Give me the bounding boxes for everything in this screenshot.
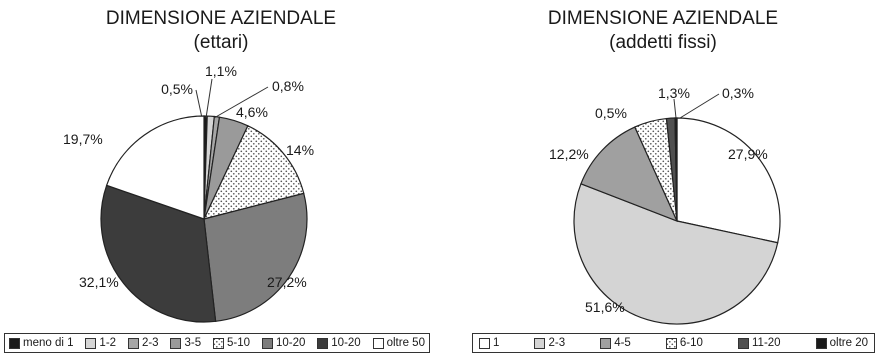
legend-item: 2-3 — [127, 337, 159, 349]
legend-swatch — [372, 337, 384, 349]
pie-addetti: 27,9% 51,6% 12,2% 0,5% 1,3% 0,3% — [549, 85, 781, 325]
pie-chart-ettari: DIMENSIONE AZIENDALE (ettari) 0,5% 1,1% 0,… — [4, 8, 430, 353]
pie-slice — [105, 115, 205, 220]
legend-swatch — [9, 337, 20, 349]
slice-label: 1,1% — [205, 63, 237, 79]
leader-line — [205, 78, 213, 119]
legend-item: 6-10 — [665, 337, 703, 349]
legend-label: 5-10 — [227, 337, 251, 349]
chart-title: DIMENSIONE AZIENDALE — [547, 8, 779, 29]
legend-label: meno di 1 — [23, 337, 74, 349]
legend-label: 1 — [493, 337, 500, 349]
legend-swatch — [665, 337, 677, 349]
legend-item: 11-20 — [738, 337, 781, 349]
legend-label: 4-5 — [614, 337, 631, 349]
pie-slice — [100, 184, 217, 323]
legend-swatch — [815, 337, 827, 349]
legend-item: 10-20 — [261, 337, 306, 349]
slice-label: 0,5% — [161, 81, 193, 97]
legend-swatch — [738, 337, 749, 349]
legend-label: oltre 20 — [829, 337, 868, 349]
legend-swatch — [170, 337, 182, 349]
chart-subtitle: (addetti fissi) — [609, 32, 717, 53]
legend-item: 2-3 — [534, 337, 565, 349]
chart-title: DIMENSIONE AZIENDALE — [105, 8, 337, 29]
pie-slice — [573, 183, 779, 325]
legend-item: 4-5 — [600, 337, 631, 349]
legend: meno di 1 1-2 2-3 3-5 5-10 10-20 10-20 oltre 50 — [4, 333, 430, 353]
slice-label: 14% — [286, 142, 314, 158]
slice-label: 12,2% — [549, 146, 589, 162]
pie-ettari: 0,5% 1,1% 0,8%4,6% 14% 27,2% 32,1% 19,7% — [63, 63, 314, 323]
legend-item: meno di 1 — [9, 337, 74, 349]
legend-label: oltre 50 — [386, 337, 425, 349]
legend-swatch — [600, 337, 612, 349]
legend-item: 1-2 — [85, 337, 116, 349]
legend-swatch — [213, 337, 225, 349]
slice-label: 1,3% — [658, 85, 690, 101]
legend-label: 2-3 — [548, 337, 566, 349]
legend-item: oltre 20 — [815, 337, 868, 349]
slice-label: 32,1% — [79, 274, 119, 290]
legend-swatch — [261, 337, 273, 349]
legend-label: 1-2 — [99, 337, 117, 349]
slice-label: 51,6% — [585, 299, 625, 315]
slice-label: 4,6% — [236, 104, 268, 120]
slice-label: 0,8% — [272, 78, 304, 94]
legend-label: 10-20 — [331, 337, 361, 349]
leader-line — [195, 89, 203, 119]
legend-swatch — [534, 337, 546, 349]
legend-label: 10-20 — [275, 337, 306, 349]
slice-label: 27,2% — [267, 274, 307, 290]
legend-swatch — [479, 337, 490, 349]
legend-item: 10-20 — [317, 337, 361, 349]
pie-chart-addetti: DIMENSIONE AZIENDALE (addetti fissi) 27,… — [442, 0, 884, 360]
legend-label: 2-3 — [141, 337, 159, 349]
slice-label: 0,5% — [595, 105, 627, 121]
legend-label: 11-20 — [752, 337, 781, 349]
slice-label: 27,9% — [728, 146, 768, 162]
chart-subtitle: (ettari) — [193, 32, 249, 53]
pie-slice — [202, 125, 305, 220]
legend-swatch — [317, 337, 329, 349]
pie-slice — [580, 126, 679, 223]
slice-label: 0,3% — [722, 85, 754, 101]
legend: 1 2-3 4-5 6-10 11-20 oltre 20 — [472, 333, 875, 353]
slice-label: 19,7% — [63, 131, 103, 147]
leader-line — [673, 98, 677, 119]
legend-item: oltre 50 — [372, 337, 425, 349]
pie-slice — [676, 117, 781, 244]
legend-label: 6-10 — [679, 337, 703, 349]
pie-slice — [674, 117, 678, 222]
pie-slice — [203, 192, 308, 323]
legend-label: 3-5 — [184, 337, 202, 349]
leader-line — [679, 93, 720, 119]
leader-line — [213, 86, 269, 119]
legend-item: 1 — [479, 337, 499, 349]
legend-swatch — [85, 337, 97, 349]
legend-swatch — [127, 337, 139, 349]
legend-item: 5-10 — [213, 337, 250, 349]
legend-item: 3-5 — [170, 337, 201, 349]
